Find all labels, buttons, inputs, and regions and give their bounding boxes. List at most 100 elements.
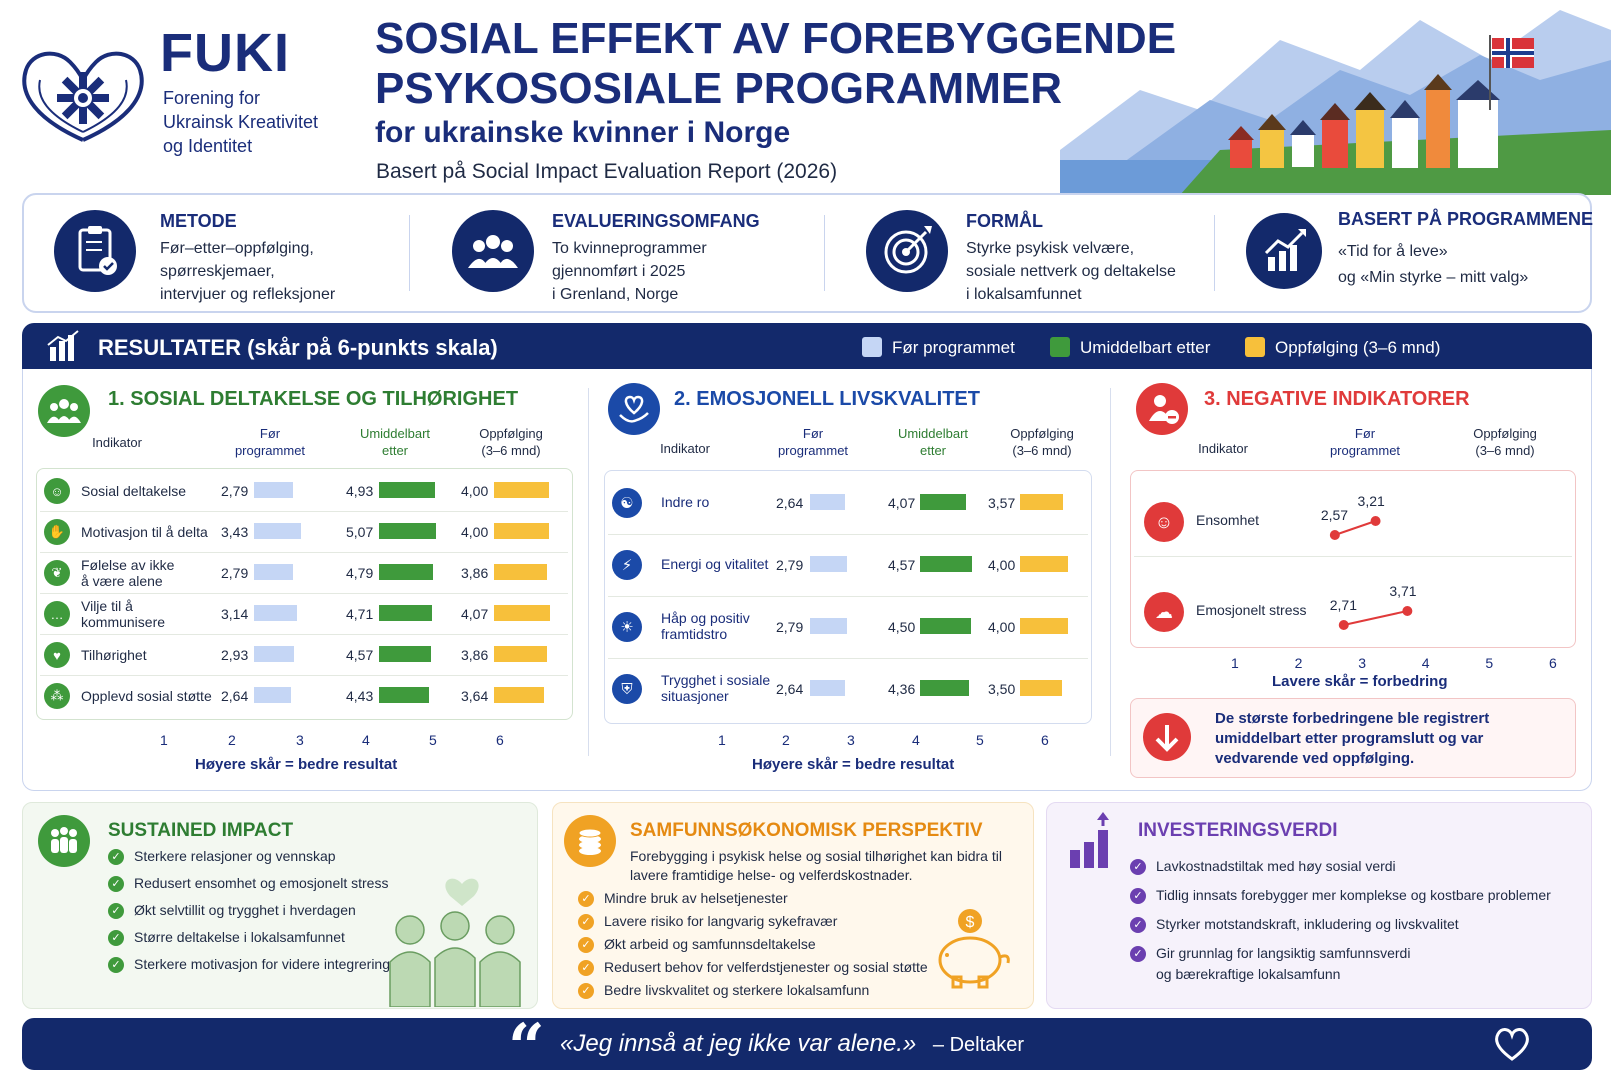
bar-before [810, 618, 847, 634]
row-divider [608, 658, 1088, 659]
results-banner [22, 323, 1592, 369]
clipboard-check-icon [54, 210, 136, 292]
list-item: og bærekraftige lokalsamfunn [1156, 966, 1341, 982]
row-divider [1134, 556, 1572, 557]
value-follow: 4,00 [461, 524, 489, 540]
axis-tick: 1 [718, 732, 726, 748]
meditation-icon: ☯ [612, 488, 642, 518]
row-divider [40, 675, 568, 676]
value-before: 2,79 [221, 565, 249, 581]
quote-author: – Deltaker [932, 1034, 1025, 1056]
value-before: 2,79 [776, 619, 804, 635]
value-after: 5,07 [346, 524, 374, 540]
divider [1214, 215, 1215, 291]
target-icon [866, 210, 948, 292]
info-head: FORMÅL [966, 211, 1043, 231]
bar-after [379, 482, 435, 498]
info-method: METODE Før–etter–oppfølging, spørreskjem… [54, 195, 414, 311]
piggy-bank-icon: $ [938, 909, 1010, 989]
coins-icon [564, 815, 616, 867]
check-icon: ✓ [578, 914, 594, 930]
info-panel: METODE Før–etter–oppfølging, spørreskjem… [22, 193, 1593, 313]
col-header-indicator: Indikator [1198, 441, 1248, 456]
list-item: Lavere risiko for langvarig sykefravær [604, 913, 838, 929]
section-title: 1. SOSIAL DELTAKELSE OG TILHØRIGHET [108, 388, 519, 410]
brand-sub-line: Forening for [163, 88, 261, 108]
divider [409, 215, 410, 291]
lonely-person-icon: ☺ [1144, 502, 1184, 542]
brand-sub-line: og Identitet [163, 136, 253, 156]
row-label: Ensomhet [1196, 512, 1260, 528]
col-header-after: Umiddelbart etter [897, 426, 969, 458]
axis-tick: 1 [1231, 655, 1239, 671]
card-investment [1046, 802, 1592, 1009]
bar-before [810, 494, 845, 510]
list-item: Redusert ensomhet og emosjonelt stress [134, 875, 389, 891]
row-label: Trygghet i sosiale situasjoner [661, 672, 771, 704]
list-item: Større deltakelse i lokalsamfunnet [134, 929, 345, 945]
results-title: RESULTATER (skår på 6-punkts skala) [98, 335, 498, 360]
title-line: PSYKOSOSIALE PROGRAMMER [375, 64, 1062, 113]
bar-before [254, 687, 291, 703]
bar-before [254, 646, 294, 662]
brand-sub-line: Ukrainsk Kreativitet [163, 112, 319, 132]
col-header-before: Før programmet [1329, 426, 1401, 458]
list-item: Sterkere motivasjon for videre integreri… [134, 956, 391, 972]
divider [588, 388, 589, 756]
divider [1110, 388, 1111, 756]
check-icon: ✓ [108, 930, 124, 946]
value-before: 2,93 [221, 647, 249, 663]
value-after: 4,50 [888, 619, 916, 635]
row-label: Vilje til å kommunisere [81, 598, 166, 630]
info-head: EVALUERINGSOMFANG [552, 211, 760, 231]
row-divider [40, 552, 568, 553]
bar-follow [494, 564, 547, 580]
col-header-follow: Oppfølging (3–6 mnd) [1010, 426, 1074, 458]
check-icon: ✓ [1130, 917, 1146, 933]
people-group-icon [452, 210, 534, 292]
row-divider [608, 596, 1088, 597]
bar-follow [1020, 494, 1063, 510]
bar-before [254, 564, 293, 580]
list-item: Økt selvtillit og trygghet i hverdagen [134, 902, 356, 918]
bar-after [920, 618, 971, 634]
check-icon: ✓ [1130, 888, 1146, 904]
card-title: SUSTAINED IMPACT [108, 820, 294, 841]
growth-chart-icon [1246, 213, 1322, 289]
norway-town-illustration [1060, 10, 1611, 195]
svg-text:$: $ [966, 914, 975, 931]
card-intro: lavere framtidige helse- og velferdskost… [630, 867, 913, 883]
bar-after [920, 494, 966, 510]
axis-caption: Høyere skår = bedre resultat [752, 756, 955, 773]
bar-before [810, 680, 845, 696]
value-after: 4,07 [888, 495, 916, 511]
info-text: «Tid for å leve» og «Min styrke – mitt v… [1338, 243, 1529, 286]
legend-before: Før programmet [892, 338, 1015, 357]
axis-caption: Høyere skår = bedre resultat [195, 756, 398, 773]
list-item: Bedre livskvalitet og sterkere lokalsamf… [604, 982, 870, 998]
value-before: 2,64 [776, 681, 804, 697]
value-follow: 4,07 [461, 606, 489, 622]
title-line: SOSIAL EFFEKT AV FOREBYGGENDE [375, 14, 1177, 63]
list-item: Tidlig innsats forebygger mer komplekse … [1156, 887, 1551, 903]
info-scope: EVALUERINGSOMFANG To kvinneprogrammer gj… [452, 195, 822, 311]
investment-chart-icon [1070, 812, 1109, 868]
bar-chart-icon [47, 330, 79, 361]
quote-bar [22, 1018, 1592, 1070]
divider [824, 215, 825, 291]
row-divider [40, 511, 568, 512]
value-follow: 2,57 [1320, 507, 1349, 523]
bar-follow [494, 687, 544, 703]
row-label: Tilhørighet [81, 647, 147, 663]
axis-tick: 1 [160, 732, 168, 748]
legend-follow: Oppfølging (3–6 mnd) [1275, 338, 1441, 357]
bar-follow [494, 482, 549, 498]
axis-tick: 2 [782, 732, 790, 748]
col-header-before: Før programmet [777, 426, 849, 458]
bar-after [379, 523, 436, 539]
bar-follow [494, 605, 550, 621]
bar-follow [1020, 680, 1062, 696]
quote-mark-icon: “ [508, 1010, 545, 1085]
value-after: 4,71 [346, 606, 374, 622]
check-icon: ✓ [108, 957, 124, 973]
